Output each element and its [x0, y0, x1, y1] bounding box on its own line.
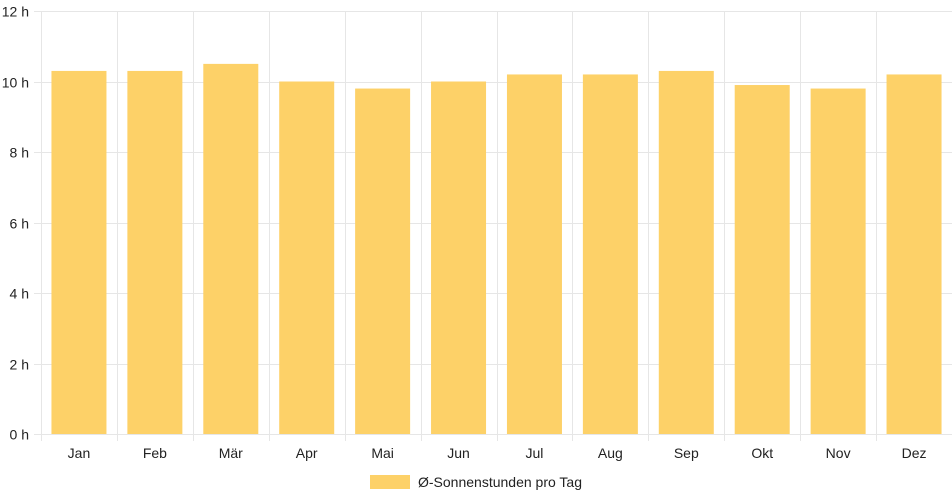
x-tick-label: Apr	[296, 445, 318, 461]
y-tick-label: 2 h	[10, 357, 29, 373]
x-tick-label: Mai	[371, 445, 394, 461]
bar[interactable]	[506, 74, 562, 434]
bar[interactable]	[810, 88, 866, 435]
x-tick-label: Jul	[526, 445, 544, 461]
x-tick-label: Nov	[826, 445, 851, 461]
grid	[34, 11, 952, 441]
x-tick-label: Feb	[143, 445, 167, 461]
x-tick-label: Okt	[751, 445, 773, 461]
y-axis: 0 h 2 h 4 h 6 h 8 h 10 h 12 h	[2, 4, 29, 443]
bars	[51, 63, 942, 435]
bar[interactable]	[582, 74, 638, 434]
bar[interactable]	[279, 81, 335, 435]
bar[interactable]	[355, 88, 411, 435]
x-tick-label: Jun	[447, 445, 470, 461]
legend[interactable]: Ø-Sonnenstunden pro Tag	[370, 474, 582, 490]
y-tick-label: 6 h	[10, 216, 29, 232]
bar[interactable]	[734, 85, 790, 435]
x-tick-label: Sep	[674, 445, 699, 461]
y-tick-label: 8 h	[10, 145, 29, 161]
x-tick-label: Jan	[68, 445, 91, 461]
y-tick-label: 0 h	[10, 427, 29, 443]
bar[interactable]	[886, 74, 942, 434]
bar[interactable]	[203, 63, 259, 434]
bar[interactable]	[127, 70, 183, 435]
legend-swatch	[370, 475, 410, 489]
x-axis: Jan Feb Mär Apr Mai Jun Jul Aug Sep Okt Nov Dez	[68, 445, 927, 461]
bar[interactable]	[658, 70, 714, 435]
y-tick-label: 10 h	[2, 75, 29, 91]
x-tick-label: Aug	[598, 445, 623, 461]
legend-label: Ø-Sonnenstunden pro Tag	[418, 474, 582, 490]
bar[interactable]	[51, 70, 107, 435]
y-tick-label: 4 h	[10, 286, 29, 302]
y-tick-label: 12 h	[2, 4, 29, 20]
x-tick-label: Dez	[902, 445, 927, 461]
x-tick-label: Mär	[219, 445, 243, 461]
bar[interactable]	[431, 81, 487, 435]
